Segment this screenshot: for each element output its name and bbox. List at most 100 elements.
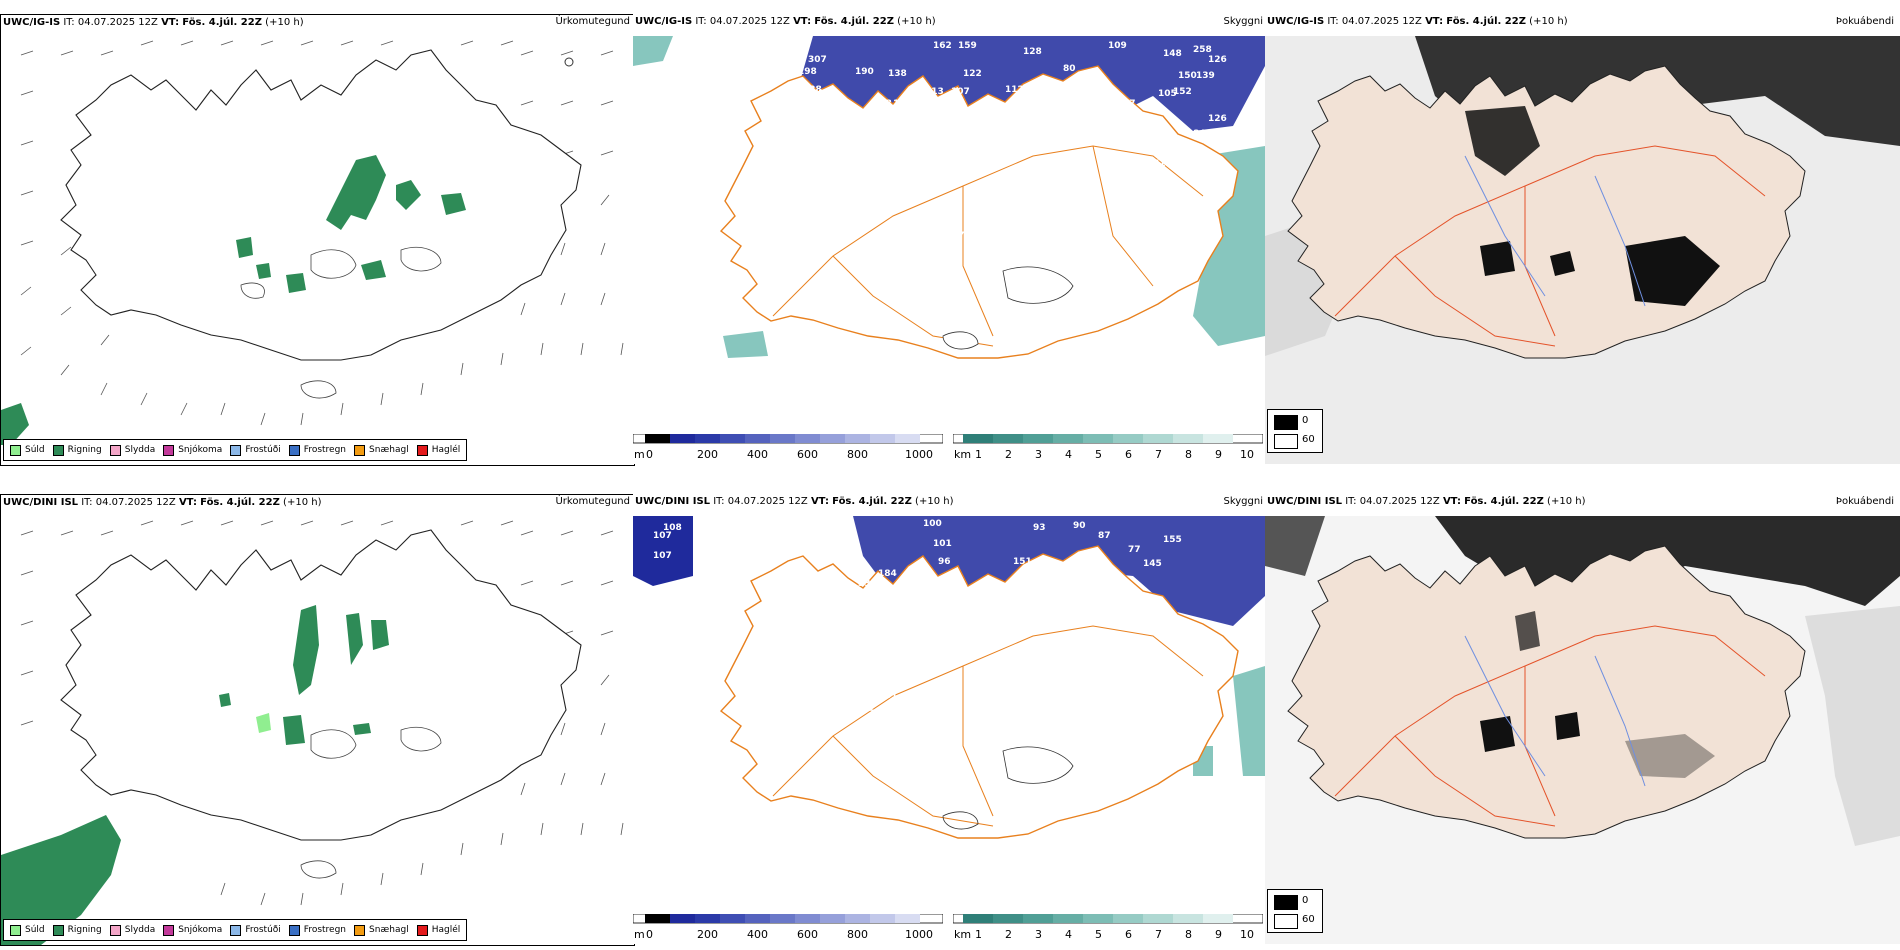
colorbar-tick: 2 [1005, 928, 1012, 941]
panel-header: UWC/IG-IS IT: 04.07.2025 12Z VT: Fös. 4.… [635, 16, 936, 27]
colorbar-tick: 10 [1240, 928, 1254, 941]
cloudbase-value-label: 84 [1193, 129, 1206, 139]
colorbar-tick: 9 [1215, 928, 1222, 941]
visibility-colorbar: km 1 2 3 4 5 6 7 8 9 10 [953, 914, 1263, 942]
cloudbase-value-label: 80 [1063, 64, 1076, 74]
legend-item: Haglél [416, 924, 460, 936]
iceland-land [1287, 545, 1806, 839]
colorbar-tick: 1 [975, 928, 982, 941]
cloudbase-value-label: 343 [818, 574, 837, 584]
cloudbase-colorbar: m 0 200 400 600 800 1000 [633, 434, 943, 462]
colorbar-tick: 8 [1185, 928, 1192, 941]
legend-item: Frostúði [230, 924, 281, 936]
cloudbase-value-label: 61 [1153, 159, 1166, 169]
cloudbase-value-label: 92 [973, 587, 986, 597]
legend-item: Frostúði [230, 444, 281, 456]
colorbar-tick: 3 [1035, 928, 1042, 941]
iceland-map-cloudbase [633, 36, 1265, 359]
panel-header: UWC/DINI ISL IT: 04.07.2025 12Z VT: Fös.… [1267, 496, 1586, 507]
fog-legend-light-swatch [1274, 914, 1298, 929]
colorbar-tick: 3 [1035, 448, 1042, 461]
panel-header: UWC/IG-IS IT: 04.07.2025 12Z VT: Fös. 4.… [3, 17, 304, 28]
cloudbase-value-label: 151 [1013, 557, 1032, 567]
colorbar-tick: 800 [847, 928, 868, 941]
colorbar-tick: 1000 [905, 928, 933, 941]
cloudbase-panel-row1: UWC/IG-IS IT: 04.07.2025 12Z VT: Fös. 4.… [633, 14, 1265, 464]
legend-item: Slydda [109, 924, 155, 936]
cloudbase-value-label: 155 [1163, 535, 1182, 545]
rain-areas [1, 155, 466, 445]
cloudbase-value-label: 107 [653, 531, 672, 541]
cloudbase-value-label: 94 [1128, 113, 1141, 123]
cloudbase-colorbar: m 0 200 400 600 800 1000 [633, 914, 943, 942]
cloudbase-value-label: 152 [1173, 87, 1192, 97]
cloudbase-value-label: 75 [1028, 87, 1041, 97]
fog-legend: 0 60 [1267, 889, 1323, 933]
cloudbase-value-label: 52 [798, 564, 811, 574]
colorbar-tick: 6 [1125, 928, 1132, 941]
colorbar-tick: 800 [847, 448, 868, 461]
cloudbase-value-label: 48 [873, 239, 886, 249]
iceland-map-fog [1265, 36, 1900, 464]
iceland-coastline [719, 545, 1239, 839]
panel-header: UWC/IG-IS IT: 04.07.2025 12Z VT: Fös. 4.… [1267, 16, 1568, 27]
precip-panel-row1: UWC/IG-IS IT: 04.07.2025 12Z VT: Fös. 4.… [0, 14, 635, 466]
colorbar-tick: 8 [1185, 448, 1192, 461]
cloudbase-value-label: 370 [813, 159, 832, 169]
cloudbase-value-label: 307 [808, 55, 827, 65]
fog-legend-light-label: 60 [1302, 434, 1315, 445]
cloudbase-value-label: 61 [885, 691, 898, 701]
colorbar-tick: 1 [975, 448, 982, 461]
colorbar-tick: 600 [797, 928, 818, 941]
iceland-map-fog [1265, 516, 1900, 944]
colorbar-tick: 400 [747, 448, 768, 461]
cloudbase-value-label: 86 [1258, 129, 1265, 139]
fog-legend-dark-swatch [1274, 895, 1298, 910]
cloudbase-value-label: 238 [803, 85, 822, 95]
visibility-colorbar: km 1 2 3 4 5 6 7 8 9 10 [953, 434, 1263, 462]
glaciers-outline [942, 266, 1074, 350]
cloudbase-value-label: 107 [951, 87, 970, 97]
cloudbase-value-label: 128 [1023, 47, 1042, 57]
cloudbase-value-label: 136 [818, 89, 837, 99]
cloudbase-value-label: 126 [1208, 114, 1227, 124]
cloudbase-value-label: 112 [1005, 85, 1024, 95]
cloudbase-value-label: 109 [1108, 41, 1127, 51]
legend-item: Frostregn [288, 924, 346, 936]
colorbar-tick: 4 [1065, 928, 1072, 941]
colorbar-tick: 1000 [905, 448, 933, 461]
fog-panel-row2: UWC/DINI ISL IT: 04.07.2025 12Z VT: Fös.… [1265, 494, 1900, 944]
cloudbase-value-label: 298 [798, 67, 817, 77]
cloudbase-value-label: 73 [868, 709, 881, 719]
iceland-coastline [60, 529, 582, 841]
panel-header: UWC/DINI ISL IT: 04.07.2025 12Z VT: Fös.… [3, 497, 322, 508]
colorbar-unit: m [634, 928, 645, 941]
cloudbase-panel-row2: UWC/DINI ISL IT: 04.07.2025 12Z VT: Fös.… [633, 494, 1265, 944]
cloudbase-value-label: 71 [958, 231, 971, 241]
iceland-coastline [60, 49, 582, 361]
legend-item: Rigning [52, 924, 102, 936]
colorbar-tick: 9 [1215, 448, 1222, 461]
legend-item: Snæhagl [354, 924, 409, 936]
fog-legend-dark-label: 0 [1302, 895, 1309, 906]
colorbar-tick: 200 [697, 928, 718, 941]
panel-title: Skyggni [1223, 496, 1263, 507]
precip-type-legend: Súld Rigning Slydda Snjókoma Frostúði Fr… [3, 919, 468, 941]
cloudbase-value-label: 45 [898, 697, 911, 707]
cloudbase-value-label: 258 [1193, 45, 1212, 55]
colorbar-unit: m [634, 448, 645, 461]
colorbar-tick: 600 [797, 448, 818, 461]
colorbar-tick: 5 [1095, 448, 1102, 461]
cloudbase-value-label: 184 [878, 569, 897, 579]
colorbar-tick: 0 [646, 448, 653, 461]
cloudbase-value-label: 113 [925, 87, 944, 97]
panel-title: Skyggni [1223, 16, 1263, 27]
colorbar-tick: 200 [697, 448, 718, 461]
fog-legend-light-label: 60 [1302, 914, 1315, 925]
cloudbase-value-label: 138 [893, 99, 912, 109]
iceland-map-precip [1, 520, 624, 945]
fog-legend-dark-swatch [1274, 415, 1298, 430]
legend-item: Súld [10, 924, 45, 936]
cloudbase-value-label: 8 [996, 721, 1002, 731]
cloudbase-value-label: 108 [848, 601, 867, 611]
